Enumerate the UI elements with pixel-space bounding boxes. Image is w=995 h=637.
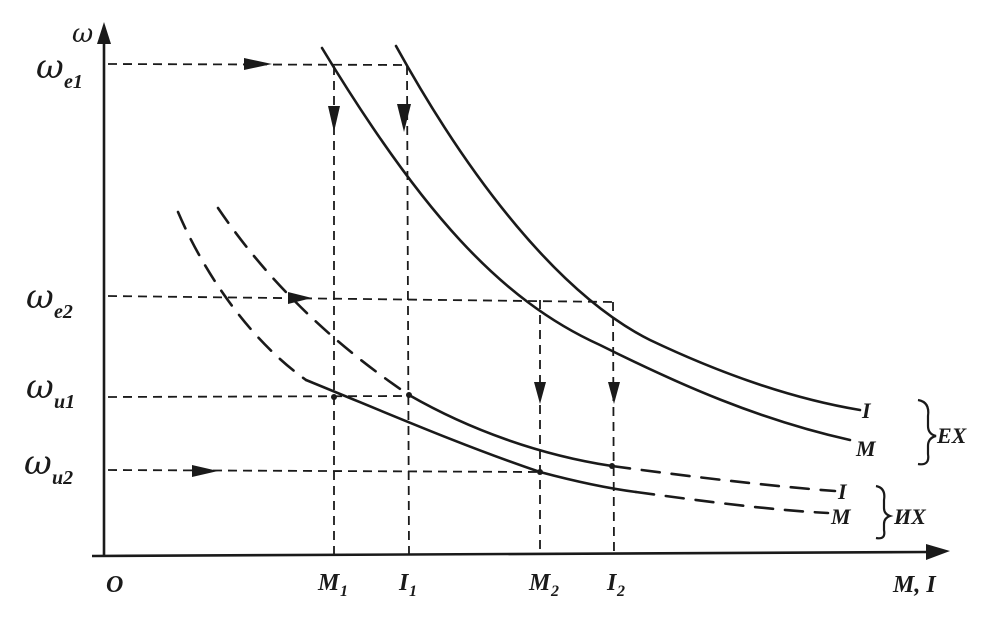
arrow-right-icon bbox=[288, 292, 312, 304]
curve-ix-i-dashed-right bbox=[610, 464, 837, 493]
curve-label-ex-i: I bbox=[861, 398, 872, 423]
svg-text:ω: ω bbox=[26, 277, 54, 317]
svg-text:u1: u1 bbox=[54, 391, 75, 413]
arrow-down-icon bbox=[534, 382, 546, 404]
curve-ix-i-solid bbox=[407, 393, 614, 468]
svg-text:2: 2 bbox=[550, 583, 559, 600]
group-label-ex: EX bbox=[936, 423, 968, 448]
point-i2 bbox=[609, 463, 615, 469]
svg-text:I: I bbox=[398, 570, 410, 596]
svg-text:ω: ω bbox=[36, 47, 64, 87]
x-axis bbox=[91, 550, 931, 558]
y-axis-arrow-icon bbox=[97, 22, 111, 44]
x-tick-m1: M 1 bbox=[317, 570, 348, 600]
guide-i2 bbox=[612, 301, 615, 556]
svg-text:ω: ω bbox=[26, 367, 54, 407]
y-tick-we2: ω e2 bbox=[26, 277, 73, 323]
guide-wu2 bbox=[107, 469, 541, 473]
x-tick-i1: I 1 bbox=[398, 570, 417, 600]
curve-ex-i bbox=[394, 44, 862, 412]
y-tick-wu1: ω u1 bbox=[26, 367, 75, 413]
curve-label-ix-i: I bbox=[837, 479, 848, 504]
brace-ex bbox=[917, 398, 937, 466]
y-axis-label: ω bbox=[72, 19, 93, 49]
svg-text:1: 1 bbox=[409, 583, 417, 600]
y-tick-we1: ω e1 bbox=[36, 47, 83, 93]
svg-text:u2: u2 bbox=[52, 467, 73, 489]
svg-text:1: 1 bbox=[340, 583, 348, 600]
origin-label: O bbox=[106, 572, 123, 598]
x-tick-i2: I 2 bbox=[606, 570, 625, 600]
guide-we2 bbox=[107, 295, 614, 303]
point-m2-wu2 bbox=[537, 469, 543, 475]
svg-text:2: 2 bbox=[616, 583, 625, 600]
svg-text:e2: e2 bbox=[54, 301, 73, 323]
curve-label-ex-m: M bbox=[855, 436, 877, 461]
svg-text:e1: e1 bbox=[64, 71, 83, 93]
curve-ix-m-dashed-right bbox=[634, 490, 830, 515]
x-tick-m2: M 2 bbox=[528, 570, 559, 600]
group-label-ix: ИX bbox=[893, 504, 927, 529]
brace-ix bbox=[875, 484, 894, 540]
y-tick-wu2: ω u2 bbox=[24, 443, 73, 489]
point-m1-wu1 bbox=[331, 394, 337, 400]
curve-ex-m bbox=[320, 46, 852, 442]
curve-label-ix-m: M bbox=[830, 504, 852, 529]
arrow-down-icon bbox=[608, 382, 620, 404]
curve-ix-i-dashed-left bbox=[216, 206, 411, 397]
arrow-down-icon bbox=[328, 106, 340, 132]
guide-i1 bbox=[406, 65, 410, 556]
curve-ix-m-solid bbox=[304, 378, 638, 494]
svg-text:I: I bbox=[606, 570, 618, 596]
arrow-down-icon bbox=[397, 104, 411, 132]
svg-text:M: M bbox=[317, 570, 341, 596]
svg-text:ω: ω bbox=[24, 443, 52, 483]
x-axis-arrow-icon bbox=[926, 544, 950, 560]
svg-text:M: M bbox=[528, 570, 552, 596]
curve-ix-m-dashed-left bbox=[176, 210, 308, 382]
arrow-right-icon bbox=[192, 465, 218, 477]
x-axis-label: M, I bbox=[892, 572, 937, 598]
guide-wu1 bbox=[107, 395, 410, 398]
arrow-right-icon bbox=[244, 58, 272, 70]
point-i1-wu1 bbox=[406, 392, 412, 398]
